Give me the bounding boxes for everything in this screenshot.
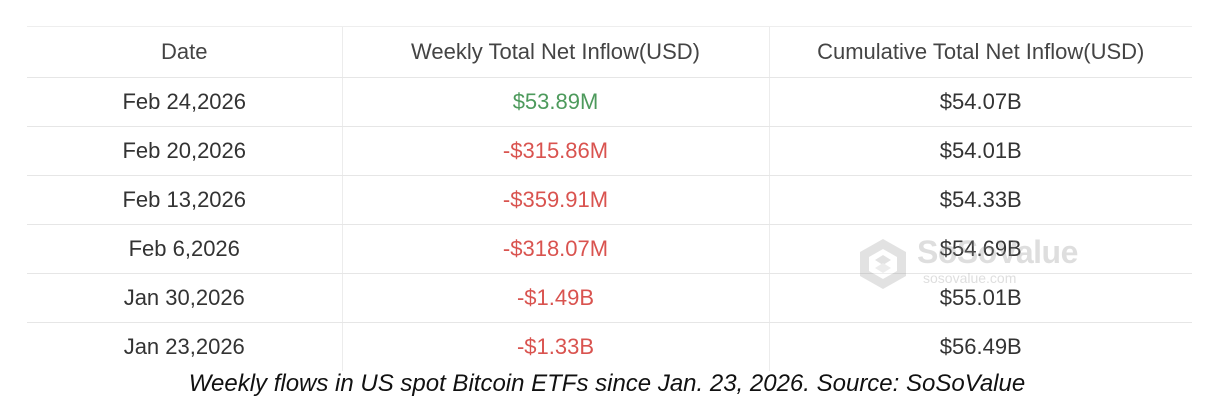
cell-date: Jan 23,2026 (123, 334, 245, 359)
cell-weekly: -$1.33B (341, 322, 769, 371)
table-row: Feb 20,2026 -$315.86M $54.01B (27, 126, 1192, 176)
cell-date: Feb 24,2026 (27, 77, 342, 127)
cell-weekly: -$318.07M (341, 224, 769, 274)
header-cumulative-net-inflow: Cumulative Total Net Inflow(USD) (768, 26, 1192, 78)
table-header-row: Date Weekly Total Net Inflow(USD) Cumula… (27, 26, 1192, 78)
cell-cumulative: $56.49B (768, 322, 1192, 371)
flows-table-container: Date Weekly Total Net Inflow(USD) Cumula… (27, 26, 1192, 371)
cell-cumulative: $54.33B (768, 175, 1192, 225)
cell-cumulative: $55.01B (768, 273, 1192, 323)
cell-date: Jan 30,2026 (27, 273, 342, 323)
cell-weekly: -$315.86M (341, 126, 769, 176)
table-row: Jan 23,2026 -$1.33B $56.49B (27, 322, 1192, 371)
table-row: Feb 24,2026 $53.89M $54.07B (27, 77, 1192, 127)
cell-weekly: -$1.49B (341, 273, 769, 323)
table-row: Feb 13,2026 -$359.91M $54.33B (27, 175, 1192, 225)
header-weekly-net-inflow: Weekly Total Net Inflow(USD) (341, 26, 769, 78)
figure-caption: Weekly flows in US spot Bitcoin ETFs sin… (188, 370, 1026, 397)
cell-date: Feb 6,2026 (27, 224, 342, 274)
header-date: Date (27, 26, 342, 78)
table-row: Jan 30,2026 -$1.49B $55.01B (27, 273, 1192, 323)
cell-cumulative: $54.07B (768, 77, 1192, 127)
cell-weekly: -$359.91M (341, 175, 769, 225)
cell-cumulative: $54.69B (768, 224, 1192, 274)
etf-flows-table: Date Weekly Total Net Inflow(USD) Cumula… (27, 26, 1192, 371)
cell-cumulative: $54.01B (768, 126, 1192, 176)
cell-date: Feb 13,2026 (27, 175, 342, 225)
cell-date: Feb 20,2026 (27, 126, 342, 176)
cell-weekly: $53.89M (341, 77, 769, 127)
table-row: Feb 6,2026 -$318.07M $54.69B (27, 224, 1192, 274)
